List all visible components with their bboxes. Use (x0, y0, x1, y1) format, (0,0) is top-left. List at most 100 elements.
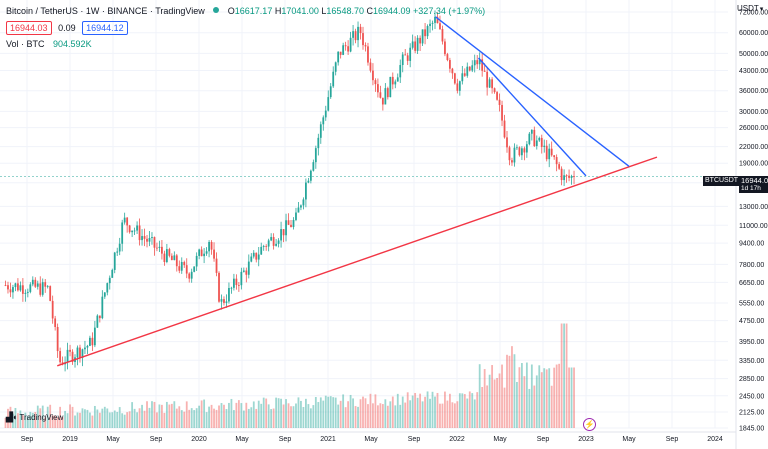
x-tick-label: May (364, 436, 378, 443)
candle-body (233, 278, 235, 288)
candle-body (195, 255, 198, 267)
candle-body (381, 97, 384, 105)
price-axis[interactable]: 72000.00 60000.00 50000.00 43000.00 36000.00… (735, 0, 768, 449)
time-axis[interactable]: Sep 2019 May Sep 2020 May Sep 2021 May Sep 2022 May… (0, 431, 736, 443)
volume-bar (262, 397, 265, 428)
candle-body (319, 124, 322, 138)
volume-bar (496, 377, 498, 428)
candle-body (436, 16, 439, 24)
candle-body (384, 88, 387, 105)
volume-bar (302, 407, 305, 428)
volume-bar (190, 408, 193, 428)
lightning-icon[interactable]: ⚡ (583, 418, 596, 431)
candle-body (391, 76, 394, 85)
volume-bar (250, 407, 253, 428)
candle-body (372, 70, 374, 81)
volume-bar (324, 395, 327, 428)
candle-body (210, 241, 213, 250)
volume-bar (76, 412, 79, 428)
candle-body (136, 225, 138, 231)
candle-body (476, 60, 479, 65)
candle-body (399, 65, 402, 78)
volume-bar (173, 401, 176, 428)
candle-body (324, 110, 327, 118)
volume-bar (39, 408, 42, 428)
candle-body (265, 246, 268, 247)
volume-bar (300, 400, 302, 428)
volume-bar (290, 406, 292, 428)
trendlines[interactable] (57, 16, 658, 367)
volume-bar (414, 392, 417, 428)
currency-selector[interactable]: USDT▾ (737, 4, 764, 13)
candle-body (76, 347, 79, 358)
volume-bar (339, 400, 342, 428)
candle-body (535, 140, 538, 147)
volume-bar (41, 405, 44, 428)
volume-bar (560, 323, 563, 428)
candle-body (513, 147, 516, 163)
volume-bar (282, 404, 285, 428)
volume-bar (195, 408, 198, 428)
volume-bar (520, 363, 523, 428)
current-price: 16944.09 (739, 176, 768, 185)
candle-body (257, 254, 260, 260)
candle-body (473, 60, 476, 66)
volume-bar (277, 398, 280, 428)
y-tick-label: 7800.00 (739, 262, 764, 269)
candle-body (498, 99, 501, 105)
trendline-resistance-2[interactable] (477, 57, 587, 177)
candle-body (225, 301, 228, 303)
trendline-resistance-1[interactable] (435, 16, 630, 167)
candle-body (131, 230, 134, 233)
volume-bar (203, 399, 206, 428)
volume-bar (404, 402, 407, 428)
change-value: +327.34 (+1.97%) (413, 6, 486, 16)
volume-bar (260, 403, 263, 428)
volume-bar (84, 409, 86, 428)
candle-body (17, 283, 19, 291)
volume-bar (478, 364, 481, 428)
current-price-label: BTCUSDT 16944.09 1d 17h (703, 176, 768, 193)
volume-bar (476, 392, 479, 428)
volume-bar (93, 405, 96, 428)
candle-body (277, 240, 280, 244)
y-tick-label: 2125.00 (739, 409, 764, 416)
candle-body (51, 300, 54, 319)
volume-bar (416, 397, 419, 428)
candle-body (466, 66, 469, 76)
volume-bar (458, 393, 461, 428)
volume-bar (158, 404, 161, 428)
candle-body (486, 71, 489, 88)
volume-bar (91, 415, 94, 428)
tradingview-logo[interactable]: ▟◖ TradingView (6, 412, 64, 422)
candle-body (81, 349, 84, 358)
candle-body (568, 175, 570, 178)
volume-legend[interactable]: Vol · BTC 904.592K (6, 39, 92, 49)
volume-bar (317, 402, 320, 428)
candle-body (362, 33, 364, 46)
candlestick-series (4, 10, 575, 372)
volume-bar (156, 412, 158, 428)
volume-bar (215, 409, 218, 428)
candle-body (185, 265, 188, 274)
candle-body (24, 292, 27, 294)
volume-bar (441, 403, 444, 428)
candle-body (66, 349, 69, 363)
trendline-support[interactable] (57, 156, 658, 367)
volume-bar (573, 367, 575, 428)
sell-button[interactable]: 16944.03 (6, 21, 52, 35)
volume-bar (379, 403, 382, 428)
volume-bar (118, 407, 121, 428)
chevron-down-icon: ▾ (759, 6, 764, 13)
volume-bar (106, 408, 109, 428)
symbol-title[interactable]: Bitcoin / TetherUS · 1W · BINANCE · Trad… (6, 6, 205, 16)
candle-body (180, 262, 183, 271)
candle-body (409, 47, 412, 61)
candle-body (143, 236, 146, 239)
buy-button[interactable]: 16944.12 (82, 21, 128, 35)
candle-body (451, 68, 454, 74)
volume-bar (508, 355, 511, 428)
x-tick-label: May (493, 436, 507, 443)
